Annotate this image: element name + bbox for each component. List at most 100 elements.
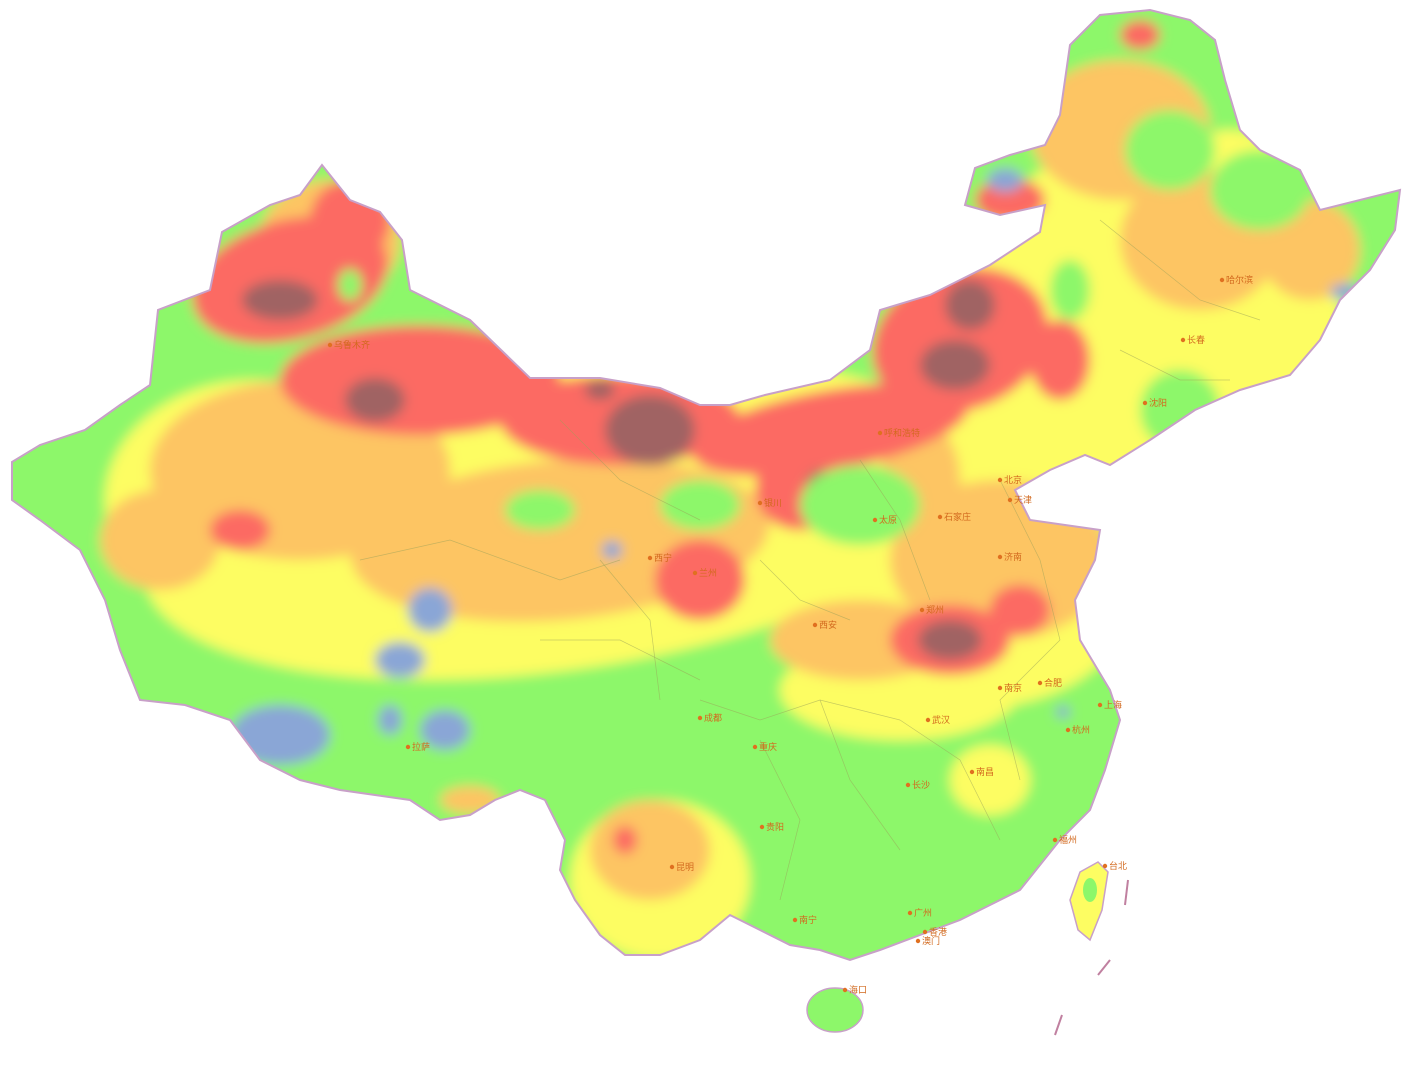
province-border — [759, 559, 851, 621]
city-dot — [997, 685, 1003, 691]
city-dot — [969, 769, 975, 775]
city-dot — [1102, 863, 1108, 869]
city-label: 武汉 — [932, 714, 950, 726]
city-nanchang: 南昌 — [969, 766, 994, 778]
red-zone — [210, 510, 270, 550]
city-dot — [327, 342, 333, 348]
city-label: 拉萨 — [412, 741, 430, 753]
maroon-zone — [945, 280, 995, 330]
city-nanjing: 南京 — [997, 682, 1022, 694]
city-label: 重庆 — [759, 741, 777, 753]
city-label: 南京 — [1004, 682, 1022, 694]
green-zone — [660, 480, 740, 530]
province-border — [899, 719, 1001, 841]
city-label: 杭州 — [1072, 724, 1090, 736]
city-shijiazhuang: 石家庄 — [937, 511, 971, 523]
city-hangzhou: 杭州 — [1065, 724, 1090, 736]
red-zone — [1030, 320, 1090, 400]
red-zone — [655, 540, 745, 620]
province-border — [819, 699, 901, 851]
city-dot — [1037, 680, 1043, 686]
blue-zone — [420, 710, 470, 750]
city-dot — [812, 622, 818, 628]
city-beijing: 北京 — [997, 474, 1022, 486]
province-border — [859, 459, 931, 601]
blue-zone — [375, 642, 425, 678]
red-zone — [872, 267, 1048, 413]
city-dot — [919, 607, 925, 613]
city-dot — [907, 910, 913, 916]
blue-zone — [1330, 284, 1360, 300]
city-dot — [757, 500, 763, 506]
hainan-island — [806, 987, 864, 1033]
city-changsha: 长沙 — [905, 779, 930, 791]
province-border — [999, 639, 1061, 781]
city-chengdu: 成都 — [697, 712, 722, 724]
city-label: 南昌 — [976, 766, 994, 778]
city-jinan: 济南 — [997, 551, 1022, 563]
red-zone — [310, 180, 390, 260]
city-label: 成都 — [704, 712, 722, 724]
city-macau: 澳门 — [915, 935, 940, 947]
blue-zone — [987, 168, 1023, 192]
city-label: 贵阳 — [766, 821, 784, 833]
city-label: 石家庄 — [944, 511, 971, 523]
city-fuzhou: 福州 — [1052, 834, 1077, 846]
city-label: 长春 — [1187, 334, 1205, 346]
city-dot — [922, 929, 928, 935]
city-dot — [842, 987, 848, 993]
city-label: 合肥 — [1044, 677, 1062, 689]
green-zone — [505, 490, 575, 530]
city-dot — [925, 717, 931, 723]
city-dot — [759, 824, 765, 830]
city-urumqi: 乌鲁木齐 — [327, 339, 370, 351]
city-dot — [905, 782, 911, 788]
city-dot — [1219, 277, 1225, 283]
city-kunming: 昆明 — [669, 862, 694, 873]
city-label: 北京 — [1004, 474, 1022, 486]
city-lanzhou: 兰州 — [692, 567, 717, 579]
city-zhengzhou: 郑州 — [919, 604, 944, 616]
city-xian: 西安 — [812, 619, 837, 631]
city-wuhan: 武汉 — [925, 714, 950, 726]
maroon-zone — [918, 620, 982, 660]
green-zone — [1265, 105, 1305, 135]
south-sea-dashes — [1054, 879, 1129, 1036]
city-dot — [669, 864, 675, 870]
city-dot — [792, 917, 798, 923]
blue-zone — [408, 588, 452, 632]
maroon-zone — [345, 378, 405, 422]
city-label: 福州 — [1059, 834, 1077, 846]
city-dot — [692, 570, 698, 576]
province-border — [599, 559, 661, 701]
red-zone — [613, 826, 637, 854]
city-label: 广州 — [914, 907, 932, 919]
city-changchun: 长春 — [1180, 334, 1205, 346]
orange-zone — [590, 800, 710, 900]
city-label: 上海 — [1104, 699, 1122, 711]
city-dot — [647, 555, 653, 561]
city-dot — [1052, 837, 1058, 843]
province-border — [759, 739, 801, 901]
city-label: 哈尔滨 — [1226, 274, 1253, 286]
city-dot — [937, 514, 943, 520]
orange-zone — [1260, 200, 1360, 300]
maroon-zone — [242, 280, 318, 320]
province-border — [359, 539, 621, 581]
city-dot — [997, 554, 1003, 560]
city-label: 兰州 — [699, 567, 717, 579]
city-label: 昆明 — [676, 862, 694, 873]
city-dot — [915, 938, 921, 944]
city-label: 南宁 — [799, 914, 817, 926]
city-nanning: 南宁 — [792, 914, 817, 926]
taiwan-island — [1069, 861, 1109, 942]
city-shenyang: 沈阳 — [1142, 397, 1167, 409]
city-label: 天津 — [1014, 495, 1032, 506]
green-zone — [1125, 110, 1215, 190]
orange-zone — [440, 786, 500, 814]
green-zone — [1210, 150, 1310, 230]
city-shanghai: 上海 — [1097, 699, 1122, 711]
province-border — [1099, 219, 1261, 321]
blue-zone — [602, 541, 622, 559]
